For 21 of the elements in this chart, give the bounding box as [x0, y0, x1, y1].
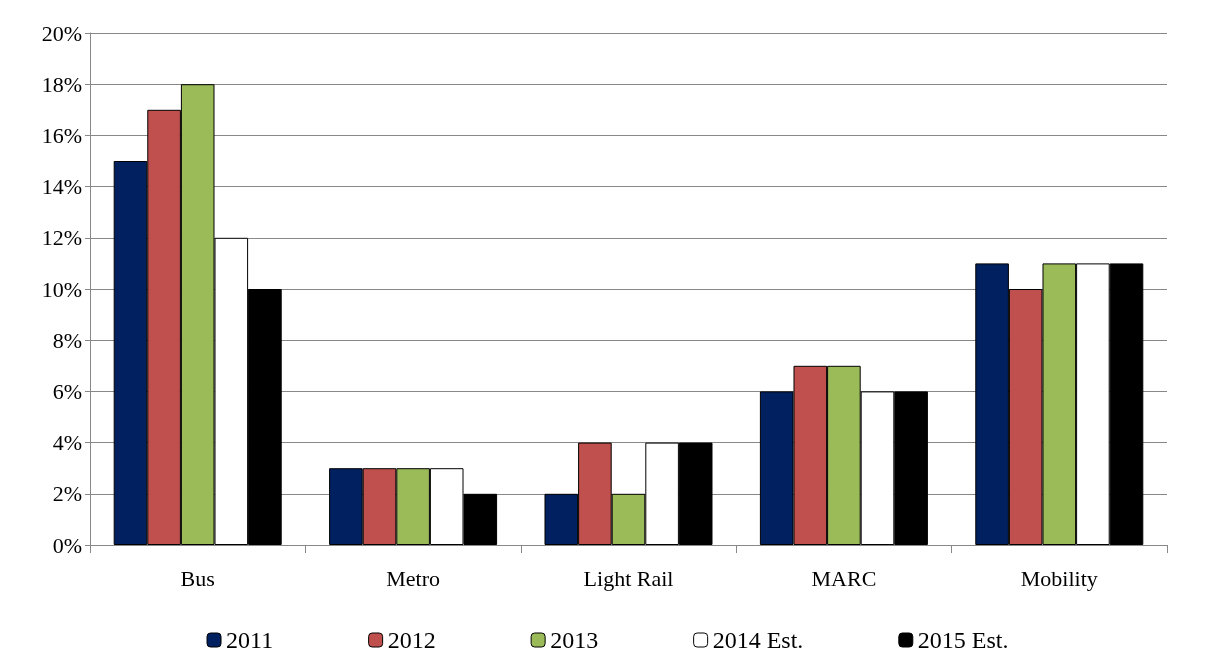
legend-label: 2014 Est.	[712, 627, 804, 653]
y-tick-label: 20%	[41, 20, 82, 46]
x-tick-label: Light Rail	[583, 565, 674, 591]
y-tick-label: 12%	[41, 225, 82, 251]
x-tick-label: Bus	[180, 565, 215, 591]
y-tick-label: 8%	[52, 327, 82, 353]
x-tick-label: MARC	[811, 565, 877, 591]
y-tick-label: 14%	[41, 174, 82, 200]
y-tick-label: 0%	[52, 532, 82, 558]
x-tick-label: Metro	[386, 565, 440, 591]
x-tick-label: Mobility	[1020, 565, 1098, 591]
legend-label: 2012	[387, 627, 436, 653]
y-tick-label: 4%	[52, 430, 82, 456]
legend-label: 2011	[226, 627, 274, 653]
y-tick-label: 6%	[52, 378, 82, 404]
legend-label: 2015 Est.	[917, 627, 1009, 653]
y-tick-label: 2%	[52, 481, 82, 507]
legend-label: 2013	[550, 627, 599, 653]
y-tick-label: 18%	[41, 71, 82, 97]
y-tick-label: 10%	[41, 276, 82, 302]
y-tick-label: 16%	[41, 122, 82, 148]
